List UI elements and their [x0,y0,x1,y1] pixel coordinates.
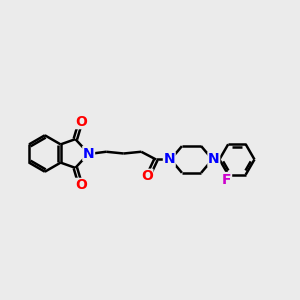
Text: F: F [222,172,232,187]
Text: N: N [164,152,175,167]
Text: N: N [208,152,220,167]
Text: O: O [75,115,87,129]
Text: O: O [141,169,153,183]
Text: N: N [83,146,94,161]
Text: O: O [75,178,87,192]
